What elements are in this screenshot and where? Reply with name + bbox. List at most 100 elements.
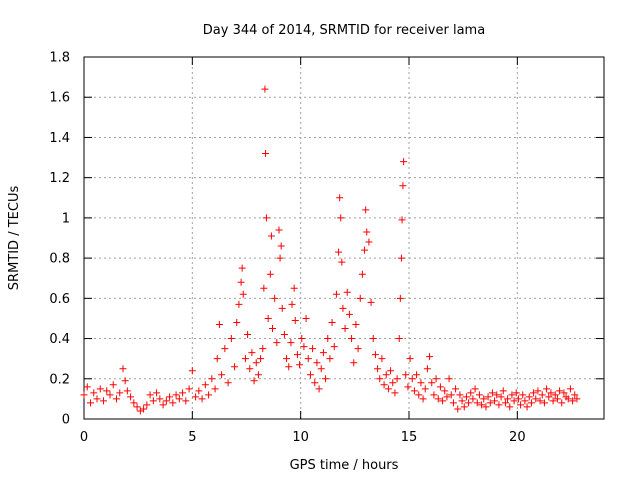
data-point xyxy=(106,391,114,399)
data-point xyxy=(517,401,525,409)
data-point xyxy=(103,387,111,395)
y-tick-label: 0 xyxy=(62,413,70,428)
x-tick-label: 0 xyxy=(80,430,88,445)
data-point xyxy=(443,393,451,401)
y-tick-label: 1 xyxy=(62,211,70,226)
data-point xyxy=(80,391,88,399)
data-point xyxy=(380,381,388,389)
data-point xyxy=(566,385,574,393)
data-point xyxy=(172,391,180,399)
data-point xyxy=(573,395,581,403)
data-point xyxy=(335,248,343,256)
data-point xyxy=(358,270,366,278)
data-point xyxy=(343,288,351,296)
data-point xyxy=(248,349,256,357)
data-point xyxy=(224,379,232,387)
data-point xyxy=(113,395,120,403)
data-point xyxy=(121,377,129,385)
data-point xyxy=(363,228,371,236)
data-point xyxy=(532,395,540,403)
data-point xyxy=(519,391,527,399)
data-point xyxy=(133,403,141,411)
data-point xyxy=(162,397,170,405)
data-point xyxy=(259,345,267,353)
data-point xyxy=(296,361,304,369)
data-point xyxy=(231,363,239,371)
data-point xyxy=(262,214,270,222)
data-point xyxy=(337,214,345,222)
data-point xyxy=(218,371,226,379)
data-point xyxy=(499,387,507,395)
data-point xyxy=(278,304,286,312)
data-point xyxy=(525,393,533,401)
data-point xyxy=(306,371,314,379)
data-point xyxy=(244,331,252,339)
data-point xyxy=(156,395,164,403)
data-point xyxy=(285,363,293,371)
data-point xyxy=(100,397,107,405)
data-point xyxy=(235,300,243,308)
data-point xyxy=(293,351,301,359)
data-point xyxy=(96,385,104,393)
data-point xyxy=(123,387,131,395)
data-point xyxy=(328,318,336,326)
chart-title: Day 344 of 2014, SRMTID for receiver lam… xyxy=(203,23,485,38)
y-tick-label: 0.8 xyxy=(49,252,70,267)
data-point xyxy=(179,389,187,397)
data-point xyxy=(143,401,151,409)
data-point xyxy=(558,399,566,407)
data-point xyxy=(549,397,557,405)
data-point xyxy=(354,345,362,353)
data-point xyxy=(367,298,375,306)
data-point xyxy=(269,325,276,332)
data-point xyxy=(291,316,299,324)
data-point xyxy=(484,393,492,401)
data-point xyxy=(393,375,401,383)
plot-frame xyxy=(83,56,605,420)
data-point xyxy=(149,397,157,405)
data-point xyxy=(397,254,405,262)
data-point xyxy=(233,318,241,326)
data-point xyxy=(257,355,265,363)
data-point xyxy=(332,290,340,298)
data-point xyxy=(478,401,486,409)
data-point xyxy=(398,216,406,224)
data-point xyxy=(345,310,353,318)
data-point xyxy=(527,399,535,407)
data-point xyxy=(506,403,514,411)
data-point xyxy=(175,395,183,403)
data-point xyxy=(423,365,431,373)
data-point xyxy=(495,401,503,409)
data-point xyxy=(447,391,455,399)
data-point xyxy=(458,397,466,405)
data-point xyxy=(205,391,213,399)
x-tick-label: 10 xyxy=(292,430,309,445)
data-point xyxy=(352,320,360,328)
data-point xyxy=(322,375,330,383)
data-point xyxy=(350,359,358,367)
data-point xyxy=(441,387,449,395)
data-point xyxy=(408,375,416,383)
data-point xyxy=(250,377,258,385)
data-point xyxy=(436,383,444,391)
data-point xyxy=(482,403,490,411)
data-point xyxy=(302,314,310,322)
data-point xyxy=(201,381,209,389)
data-point xyxy=(547,389,555,397)
data-point xyxy=(271,294,279,302)
data-point xyxy=(449,399,457,407)
data-point xyxy=(198,395,206,403)
y-tick-label: 0.6 xyxy=(49,292,70,307)
data-point xyxy=(336,194,344,202)
data-point xyxy=(465,399,473,407)
data-point xyxy=(521,397,529,405)
x-axis-label: GPS time / hours xyxy=(290,458,399,473)
data-point xyxy=(543,385,551,393)
data-point xyxy=(267,232,275,240)
data-point xyxy=(534,387,542,395)
data-point xyxy=(462,393,470,401)
data-point xyxy=(90,389,98,397)
data-point xyxy=(402,371,410,379)
data-point xyxy=(87,399,94,407)
